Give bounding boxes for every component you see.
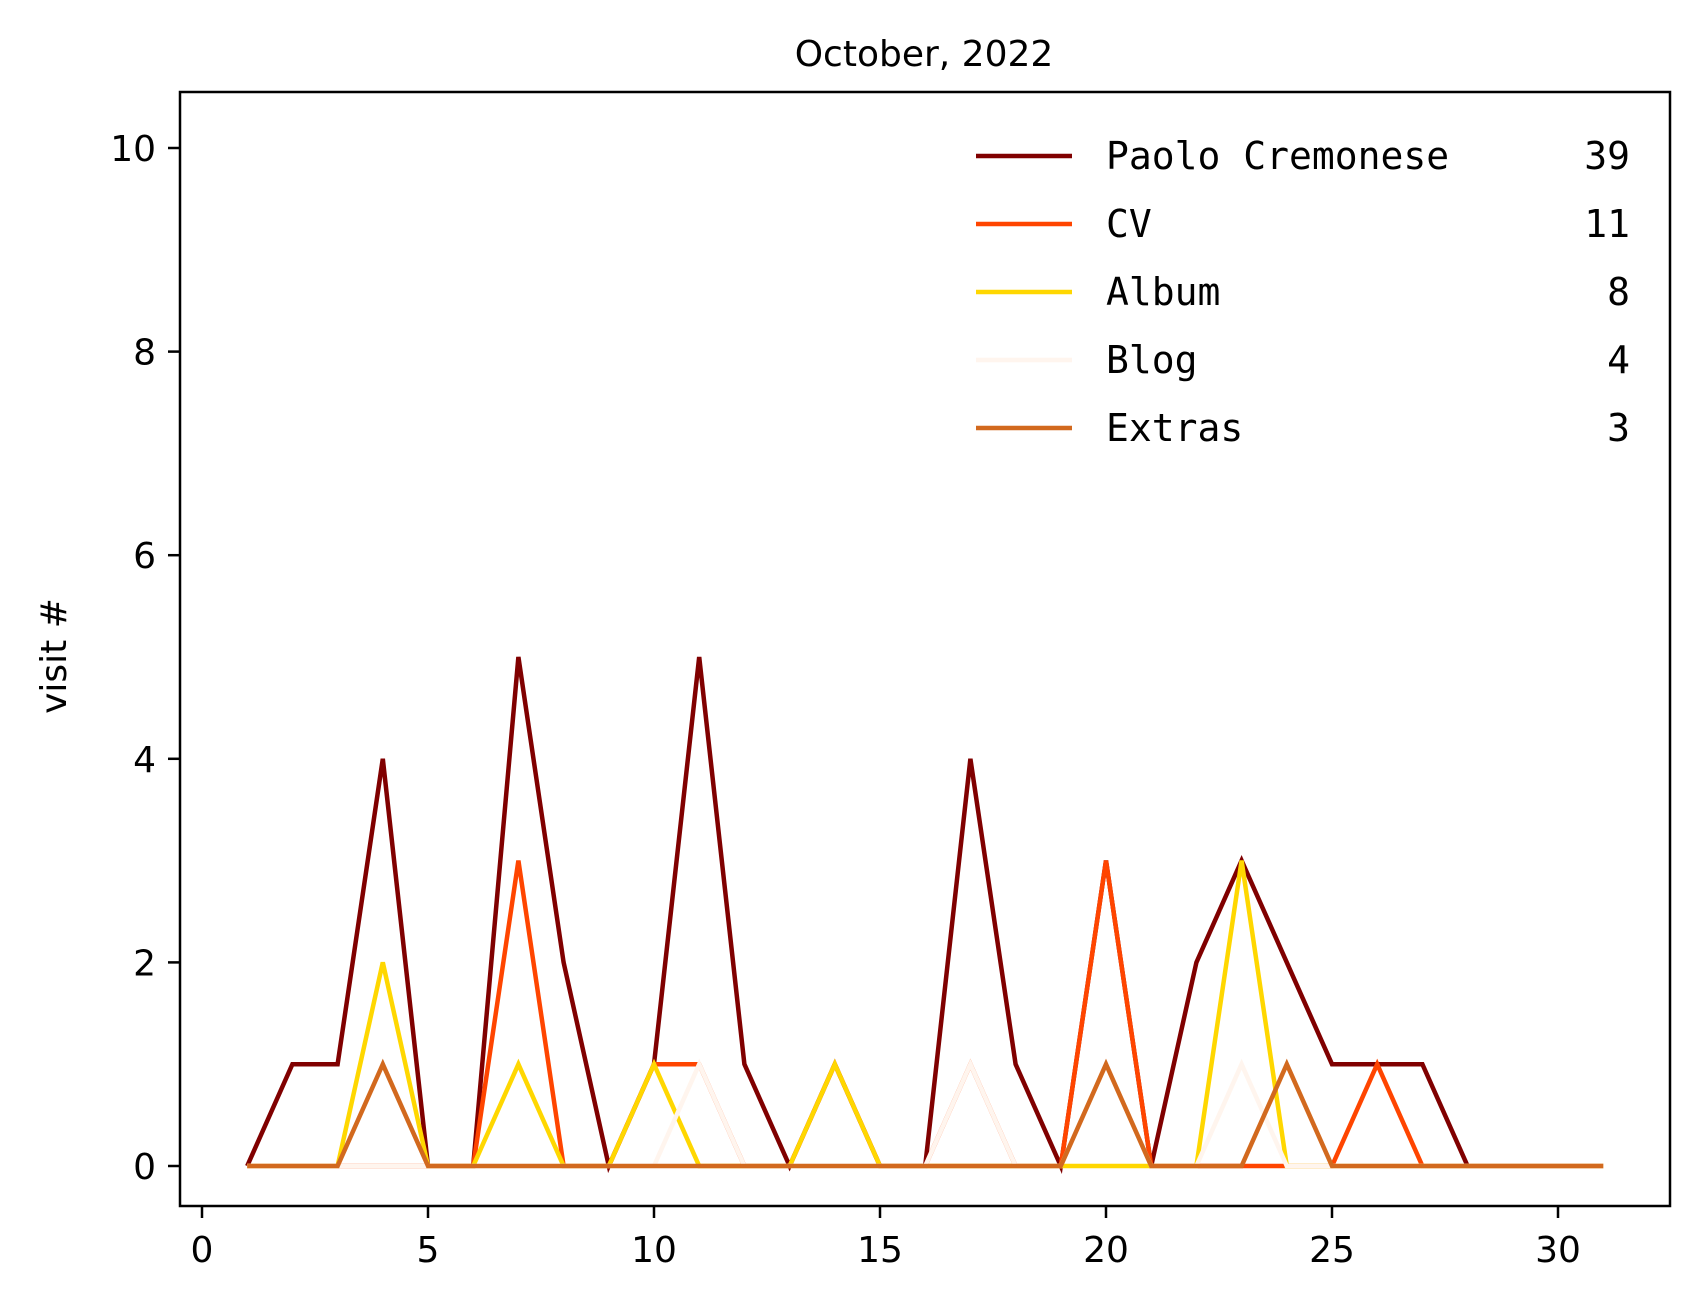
x-tick-label-1: 5 — [417, 1230, 440, 1271]
y-tick-label-4: 8 — [133, 333, 156, 374]
plot-lines — [245, 656, 1604, 1175]
x-tick-label-3: 15 — [857, 1230, 903, 1271]
x-axis: 0 5 10 15 20 25 30 — [191, 1206, 1581, 1271]
legend-label-4: Extras — [1106, 406, 1243, 450]
legend: Paolo Cremonese 39 CV 11 Album 8 Blog 4 Extras 3 — [976, 134, 1630, 450]
legend-label-3: Blog — [1106, 338, 1198, 382]
y-tick-label-0: 0 — [133, 1147, 156, 1188]
plot-frame — [178, 90, 1672, 1208]
legend-label-1: CV — [1106, 202, 1152, 246]
series-line-1 — [247, 860, 1604, 1169]
legend-label-0: Paolo Cremonese — [1106, 134, 1449, 178]
y-axis-label: visit # — [34, 598, 75, 714]
legend-count-1: 11 — [1584, 202, 1630, 246]
legend-count-0: 39 — [1584, 134, 1630, 178]
x-tick-label-2: 10 — [631, 1230, 677, 1271]
y-axis: 0 2 4 6 8 10 — [110, 129, 180, 1188]
legend-label-2: Album — [1106, 270, 1220, 314]
y-tick-label-3: 6 — [133, 536, 156, 577]
series-line-0 — [245, 656, 1604, 1175]
x-tick-label-6: 30 — [1535, 1230, 1581, 1271]
x-tick-label-5: 25 — [1309, 1230, 1355, 1271]
legend-count-2: 8 — [1607, 270, 1630, 314]
y-tick-label-5: 10 — [110, 129, 156, 170]
chart-title: October, 2022 — [795, 34, 1054, 75]
legend-count-4: 3 — [1607, 406, 1630, 450]
x-tick-label-4: 20 — [1083, 1230, 1129, 1271]
y-tick-label-2: 4 — [133, 740, 156, 781]
series-line-4 — [247, 1058, 1604, 1169]
legend-count-3: 4 — [1607, 338, 1630, 382]
y-tick-label-1: 2 — [133, 943, 156, 984]
x-tick-label-0: 0 — [191, 1230, 214, 1271]
